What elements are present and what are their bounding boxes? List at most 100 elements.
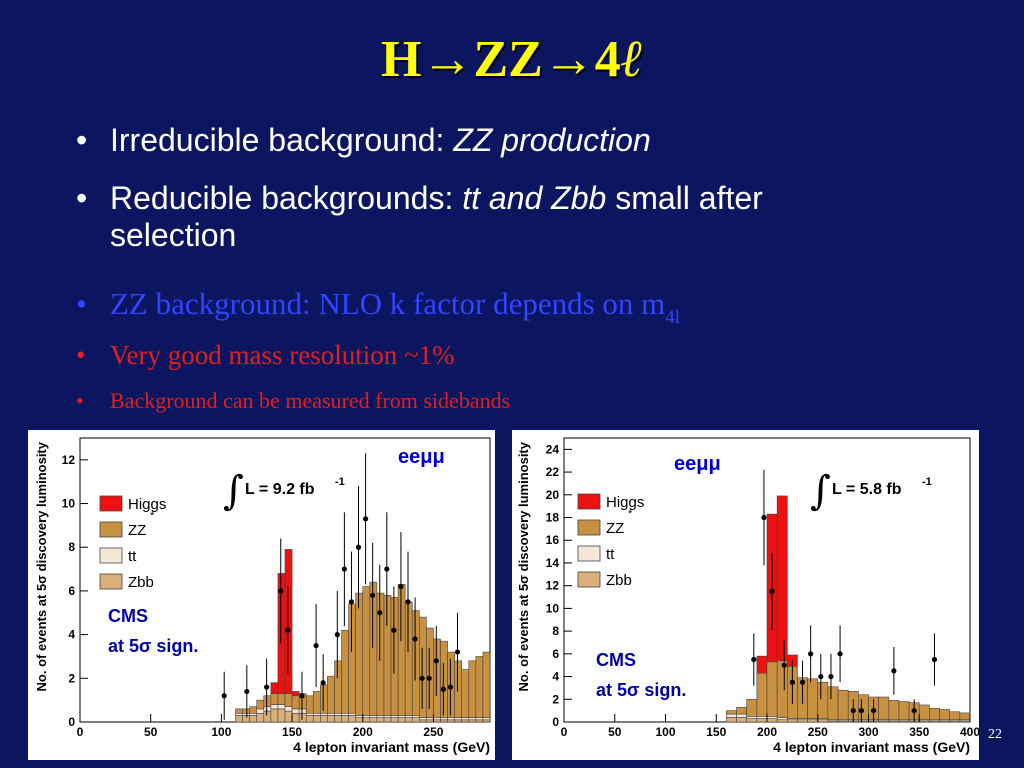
hist-bar-zz (277, 693, 286, 705)
hist-bar-zbb (376, 717, 385, 723)
legend-swatch (577, 571, 601, 588)
data-point (313, 642, 319, 649)
x-tick-label: 250 (423, 725, 443, 739)
data-point (447, 684, 454, 690)
lumi-exponent: -1 (335, 476, 345, 488)
data-point (818, 673, 824, 680)
hist-bar-tt (362, 715, 371, 718)
legend-label: ZZ (128, 522, 146, 539)
hist-bar-zz (426, 627, 434, 718)
data-point (870, 708, 877, 714)
hist-bar-zz (312, 691, 321, 714)
hist-bar-zz (837, 689, 849, 721)
x-tick-label: 0 (561, 725, 568, 739)
hist-bar-zbb (776, 719, 788, 723)
hist-bar-zbb (454, 719, 463, 723)
hist-bar-zbb (433, 719, 441, 723)
hist-bar-tt (298, 708, 307, 714)
hist-bar-zz (327, 675, 335, 714)
y-tick-label: 6 (68, 584, 75, 598)
legend-label: ZZ (606, 520, 624, 537)
bullet-dot: • (76, 388, 84, 413)
hist-bar-zz (482, 651, 491, 718)
hist-bar-zbb (736, 717, 748, 723)
integral-symbol: ∫ (810, 468, 831, 514)
hist-bar-higgs (756, 655, 768, 674)
cms-significance-label: at 5σ sign. (108, 636, 198, 656)
hist-bar-tt (397, 715, 406, 718)
hist-bar-tt (284, 706, 293, 712)
legend-swatch (577, 493, 601, 510)
hist-bar-zbb (277, 708, 286, 723)
x-tick-label: 300 (858, 725, 878, 739)
channel-label: eeμμ (674, 453, 721, 475)
x-tick-label: 400 (960, 725, 979, 739)
data-point (837, 651, 843, 657)
legend-swatch (577, 545, 601, 562)
hist-bar-zz (959, 712, 971, 721)
legend-swatch (577, 519, 601, 536)
page-number: 22 (988, 727, 1002, 742)
lumi-label: L = 5.8 fb (832, 481, 902, 498)
hist-bar-tt (390, 715, 399, 718)
bullet-dot: • (76, 340, 86, 370)
hist-bar-tt (433, 717, 441, 721)
x-tick-label: 50 (608, 725, 622, 739)
hist-bar-zz (348, 603, 356, 714)
data-point (299, 693, 305, 699)
hist-bar-zbb (726, 717, 737, 723)
hist-bar-zbb (341, 715, 349, 723)
hist-bar-zbb (305, 715, 314, 723)
legend-label: tt (128, 548, 137, 565)
hist-bar-tt (383, 715, 392, 718)
bullet-2-line2: selection (110, 217, 237, 253)
hist-bar-zbb (334, 715, 342, 723)
y-tick-label: 16 (546, 533, 560, 547)
hist-bar-zbb (411, 717, 420, 723)
bullet-4-text: Very good mass resolution ~1% (110, 340, 455, 370)
hist-bar-zz (827, 686, 839, 721)
hist-bar-zz (355, 592, 364, 716)
legend-label: Higgs (606, 494, 644, 511)
hist-bar-tt (756, 716, 768, 719)
hist-bar-zbb (426, 719, 434, 723)
data-point (858, 708, 864, 714)
hist-bar-zbb (390, 717, 399, 723)
hist-bar-zz (817, 681, 829, 719)
hist-bar-zz (270, 693, 279, 705)
hist-bar-tt (256, 708, 265, 714)
data-point (384, 566, 390, 572)
hist-bar-zz (397, 584, 406, 716)
data-point (244, 688, 250, 695)
hist-bar-tt (447, 717, 455, 721)
data-point (278, 588, 284, 594)
lumi-label: L = 9.2 fb (245, 481, 315, 498)
hist-bar-zbb (249, 715, 258, 723)
data-point (370, 592, 376, 598)
hist-bar-zbb (746, 718, 758, 723)
title-ell: ℓ (620, 31, 644, 88)
hist-bar-tt (404, 715, 413, 718)
y-tick-label: 8 (552, 624, 559, 638)
x-axis-label: 4 lepton invariant mass (GeV) (773, 739, 970, 755)
hist-bar-zz (433, 638, 441, 718)
hist-bar-tt (341, 712, 349, 716)
hist-bar-tt (411, 715, 420, 718)
data-point (419, 675, 425, 681)
y-tick-label: 18 (546, 511, 560, 525)
lumi-exponent: -1 (922, 476, 932, 488)
hist-bar-tt (419, 717, 427, 721)
y-tick-label: 22 (546, 465, 560, 479)
bullet-text: ZZ background: NLO k factor depends on m… (110, 286, 680, 328)
legend-label: Zbb (606, 572, 632, 589)
cms-label: CMS (596, 650, 636, 670)
hist-bar-zbb (756, 718, 768, 723)
y-tick-label: 12 (62, 453, 76, 467)
hist-bar-tt (355, 715, 364, 718)
bullet-5-text: Background can be measured from sideband… (110, 388, 511, 413)
y-axis-label: No. of events at 5σ discovery luminosity (516, 441, 531, 691)
hist-bar-zz (256, 699, 265, 710)
cms-label: CMS (108, 606, 148, 626)
